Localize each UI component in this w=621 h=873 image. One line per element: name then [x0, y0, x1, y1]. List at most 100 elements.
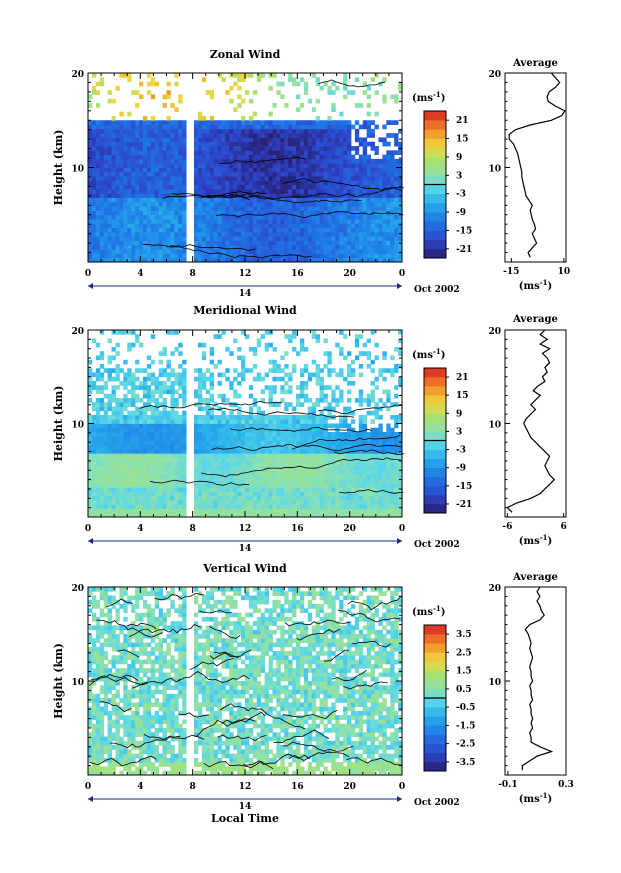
heatmap-cell — [366, 223, 372, 229]
heatmap-cell — [103, 214, 109, 220]
heatmap-cell — [209, 347, 215, 352]
heatmap-cell — [354, 512, 360, 518]
heatmap-cell — [311, 504, 317, 509]
heatmap-cell — [91, 508, 97, 514]
heatmap-cell — [343, 504, 348, 509]
average-x-tick-label: -15 — [503, 267, 519, 277]
heatmap-cell — [146, 453, 152, 458]
heatmap-cell — [111, 419, 116, 424]
heatmap-cell — [107, 461, 112, 467]
heatmap-cell — [205, 197, 211, 203]
heatmap-cell — [339, 249, 344, 254]
heatmap-cell — [323, 257, 328, 263]
heatmap-cell — [237, 347, 242, 352]
heatmap-cell — [296, 385, 301, 390]
heatmap-cell — [241, 444, 246, 450]
heatmap-cell — [354, 487, 360, 492]
heatmap-cell — [213, 440, 218, 446]
heatmap-cell — [229, 133, 234, 138]
heatmap-cell — [115, 457, 120, 463]
heatmap-cell — [158, 231, 163, 237]
heatmap-cell — [272, 227, 277, 233]
heatmap-cell — [276, 461, 281, 467]
heatmap-cell — [182, 453, 187, 458]
heatmap-cell — [135, 368, 140, 373]
heatmap-cell — [382, 171, 387, 177]
heatmap-cell — [193, 440, 199, 446]
heatmap-cell — [146, 184, 152, 190]
heatmap-cell — [99, 402, 105, 407]
heatmap-cell — [193, 415, 199, 420]
heatmap-cell — [307, 508, 313, 514]
heatmap-cell — [111, 393, 116, 399]
heatmap-cell — [127, 478, 132, 484]
heatmap-cell — [276, 249, 281, 254]
heatmap-cell — [217, 210, 222, 216]
heatmap-cell — [268, 487, 273, 492]
heatmap-cell — [331, 444, 336, 450]
heatmap-cell — [123, 495, 128, 501]
heatmap-cell — [88, 487, 93, 492]
heatmap-cell — [135, 176, 140, 181]
heatmap-cell — [95, 193, 101, 198]
heatmap-cell — [111, 410, 116, 416]
heatmap-cell — [245, 180, 250, 186]
heatmap-cell — [99, 201, 105, 207]
heatmap-cell — [315, 154, 320, 160]
heatmap-cell — [150, 432, 156, 437]
heatmap-cell — [174, 193, 179, 198]
heatmap-cell — [339, 436, 344, 441]
heatmap-cell — [292, 236, 297, 241]
heatmap-cell — [299, 478, 305, 484]
heatmap-cell — [205, 223, 211, 229]
heatmap-cell — [245, 508, 250, 514]
heatmap-cell — [127, 244, 132, 250]
heatmap-cell — [229, 124, 234, 130]
heatmap-cell — [315, 495, 320, 501]
heatmap-cell — [343, 461, 348, 467]
heatmap-cell — [158, 206, 163, 211]
heatmap-cell — [123, 500, 128, 505]
heatmap-cell — [339, 372, 344, 378]
heatmap-cell — [193, 483, 199, 488]
heatmap-cell — [88, 171, 93, 177]
heatmap-cell — [127, 257, 132, 263]
heatmap-cell — [174, 427, 179, 433]
heatmap-cell — [362, 495, 368, 501]
heatmap-cell — [347, 184, 352, 190]
heatmap-cell — [99, 81, 105, 87]
heatmap-cell — [131, 389, 136, 395]
heatmap-cell — [284, 193, 289, 198]
heatmap-cell — [241, 466, 246, 471]
heatmap-cell — [292, 223, 297, 229]
heatmap-cell — [248, 419, 254, 424]
heatmap-cell — [91, 90, 97, 95]
heatmap-cell — [327, 231, 332, 237]
heatmap-cell — [209, 359, 215, 365]
heatmap-cell — [280, 512, 285, 518]
heatmap-cell — [146, 73, 152, 78]
heatmap-cell — [299, 338, 305, 344]
heatmap-cell — [241, 257, 246, 263]
heatmap-cell — [111, 457, 116, 463]
heatmap-cell — [88, 381, 93, 386]
heatmap-cell — [88, 219, 93, 224]
heatmap-cell — [107, 423, 112, 429]
heatmap-cell — [268, 128, 273, 134]
heatmap-cell — [264, 137, 269, 143]
heatmap-cell — [91, 171, 97, 177]
heatmap-cell — [107, 150, 112, 156]
heatmap-cell — [107, 512, 112, 518]
heatmap-cell — [162, 389, 167, 395]
heatmap-cell — [292, 231, 297, 237]
heatmap-cell — [284, 364, 289, 369]
heatmap-cell — [107, 487, 112, 492]
heatmap-cell — [280, 453, 285, 458]
heatmap-cell — [91, 461, 97, 467]
heatmap-cell — [245, 163, 250, 168]
heatmap-cell — [178, 154, 183, 160]
heatmap-cell — [292, 330, 297, 335]
heatmap-cell — [170, 120, 175, 125]
heatmap-cell — [327, 167, 332, 173]
heatmap-cell — [103, 436, 109, 441]
